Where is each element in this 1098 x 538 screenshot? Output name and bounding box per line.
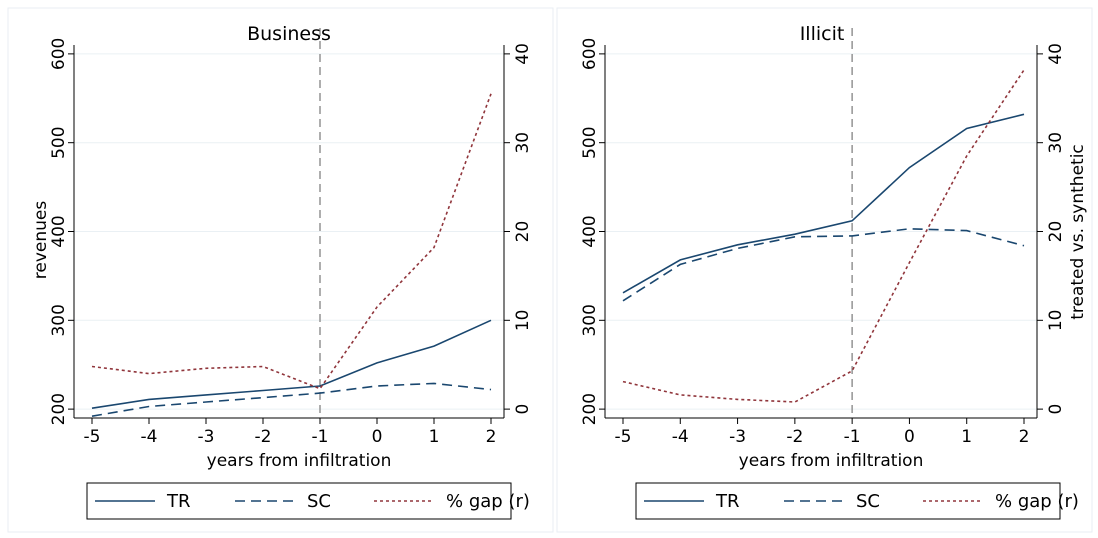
- y2-tick-label: 10: [1046, 309, 1066, 331]
- x-tick-label: -3: [729, 427, 746, 447]
- x-tick-label: -4: [672, 427, 689, 447]
- y2-axis-label: treated vs. synthetic: [1068, 144, 1088, 320]
- x-tick-label: -4: [141, 427, 158, 447]
- x-tick-label: 1: [961, 427, 972, 447]
- x-tick-label: 1: [429, 427, 440, 447]
- y-tick-label: 200: [49, 393, 69, 425]
- x-tick-label: -1: [844, 427, 861, 447]
- y-tick-label: 500: [49, 126, 69, 158]
- legend-box: [635, 482, 1061, 520]
- legend-label: TR: [715, 491, 740, 512]
- y-tick-label: 500: [580, 126, 600, 158]
- series-line-gapr: [91, 93, 492, 390]
- panel-1: 200 300 400 500 600 0 10 20 30 40 -5 -4 -3 -2 -1 0 1 2 Bus…: [7, 7, 554, 533]
- panel-frame: [556, 7, 1093, 533]
- legend-label: SC: [856, 491, 880, 512]
- y-tick-label: 300: [49, 304, 69, 336]
- x-tick-label: -2: [255, 427, 272, 447]
- x-tick-label: 2: [1019, 427, 1030, 447]
- legend: TR SC % gap (r): [86, 482, 530, 520]
- legend-label: % gap (r): [995, 491, 1079, 512]
- panel-2: 200 300 400 500 600 0 10 20 30 40 -5 -4 -3 -2 -1 0 1 2 Ill…: [556, 7, 1093, 533]
- x-tick-label: -2: [786, 427, 803, 447]
- panel-frame: [7, 7, 554, 533]
- y-tick-label: 600: [49, 38, 69, 70]
- x-tick-label: 2: [486, 427, 497, 447]
- x-tick-label: 0: [372, 427, 383, 447]
- x-tick-label: -1: [312, 427, 329, 447]
- x-axis-label: years from infiltration: [207, 451, 392, 471]
- y2-tick-label: 40: [1046, 43, 1066, 65]
- series-line-sc: [91, 382, 492, 417]
- y2-tick-label: 20: [513, 221, 533, 243]
- panel-title: Business: [247, 23, 331, 45]
- y2-tick-label: 20: [1046, 221, 1066, 243]
- y2-tick-label: 0: [513, 404, 533, 415]
- x-axis-label: years from infiltration: [739, 451, 924, 471]
- legend: TR SC % gap (r): [635, 482, 1079, 520]
- x-tick-label: 0: [904, 427, 915, 447]
- legend-label: SC: [307, 491, 331, 512]
- y2-tick-label: 10: [513, 309, 533, 331]
- x-tick-label: -5: [615, 427, 632, 447]
- series-line-tr: [91, 319, 492, 409]
- series-line-sc: [622, 227, 1025, 302]
- x-tick-label: -5: [84, 427, 101, 447]
- legend-label: % gap (r): [446, 491, 530, 512]
- y2-tick-label: 30: [1046, 132, 1066, 154]
- y-tick-label: 400: [580, 215, 600, 247]
- series-line-tr: [622, 113, 1025, 294]
- y-tick-label: 300: [580, 304, 600, 336]
- y2-tick-label: 30: [513, 132, 533, 154]
- x-tick-label: -3: [198, 427, 215, 447]
- series-line-gapr: [622, 69, 1025, 403]
- panel-title: Illicit: [800, 23, 845, 45]
- y-tick-label: 600: [580, 38, 600, 70]
- y-tick-label: 400: [49, 215, 69, 247]
- legend-label: TR: [166, 491, 191, 512]
- legend-box: [86, 482, 512, 520]
- y2-tick-label: 40: [513, 43, 533, 65]
- y-tick-label: 200: [580, 393, 600, 425]
- y-axis-label: revenues: [31, 201, 51, 280]
- y2-tick-label: 0: [1046, 404, 1066, 415]
